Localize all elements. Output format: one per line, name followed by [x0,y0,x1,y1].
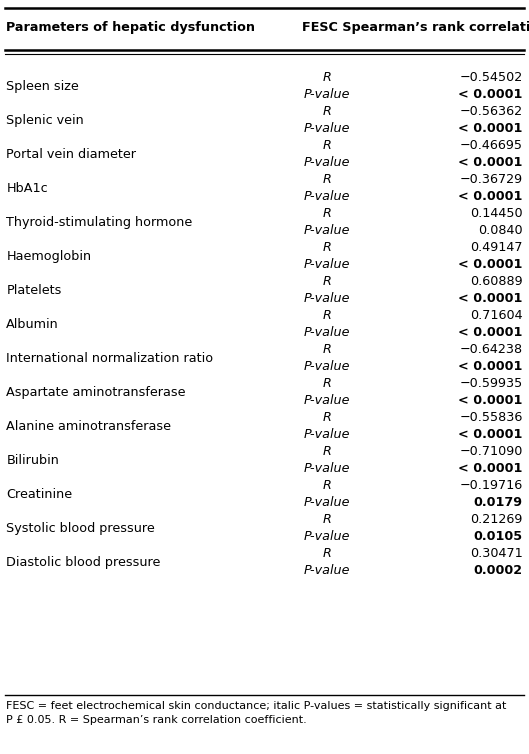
Text: R: R [323,207,331,220]
Text: < 0.0001: < 0.0001 [458,394,523,407]
Text: 0.0840: 0.0840 [478,225,523,238]
Text: FESC Spearman’s rank correlation: FESC Spearman’s rank correlation [302,22,529,35]
Text: P-value: P-value [304,122,350,136]
Text: P-value: P-value [304,565,350,578]
Text: 0.0179: 0.0179 [473,496,523,510]
Text: 0.0002: 0.0002 [473,565,523,578]
Text: Alanine aminotransferase: Alanine aminotransferase [6,420,171,433]
Text: −0.59935: −0.59935 [459,378,523,391]
Text: R: R [323,106,331,118]
Text: 0.71604: 0.71604 [470,309,523,323]
Text: < 0.0001: < 0.0001 [458,122,523,136]
Text: P-value: P-value [304,293,350,305]
Text: < 0.0001: < 0.0001 [458,428,523,441]
Text: −0.36729: −0.36729 [460,173,523,186]
Text: Splenic vein: Splenic vein [6,114,84,127]
Text: 0.21269: 0.21269 [470,513,523,526]
Text: P-value: P-value [304,496,350,510]
Text: R: R [323,378,331,391]
Text: P-value: P-value [304,156,350,170]
Text: P-value: P-value [304,394,350,407]
Text: −0.19716: −0.19716 [459,480,523,492]
Text: Platelets: Platelets [6,284,62,297]
Text: P-value: P-value [304,428,350,441]
Text: 0.0105: 0.0105 [473,531,523,544]
Text: < 0.0001: < 0.0001 [458,156,523,170]
Text: R: R [323,344,331,357]
Text: < 0.0001: < 0.0001 [458,462,523,476]
Text: 0.60889: 0.60889 [470,275,523,289]
Text: P-value: P-value [304,225,350,238]
Text: Albumin: Albumin [6,318,59,331]
Text: R: R [323,309,331,323]
Text: HbA1c: HbA1c [6,182,48,195]
Text: P-value: P-value [304,462,350,476]
Text: P-value: P-value [304,88,350,102]
Text: Thyroid-stimulating hormone: Thyroid-stimulating hormone [6,216,193,229]
Text: P-value: P-value [304,326,350,339]
Text: R: R [323,480,331,492]
Text: −0.64238: −0.64238 [460,344,523,357]
Text: < 0.0001: < 0.0001 [458,360,523,373]
Text: Spleen size: Spleen size [6,80,79,93]
Text: P £ 0.05. R = Spearman’s rank correlation coefficient.: P £ 0.05. R = Spearman’s rank correlatio… [6,715,307,725]
Text: Haemoglobin: Haemoglobin [6,250,92,263]
Text: −0.54502: −0.54502 [459,72,523,84]
Text: P-value: P-value [304,191,350,204]
Text: 0.30471: 0.30471 [470,547,523,560]
Text: −0.55836: −0.55836 [459,412,523,425]
Text: P-value: P-value [304,531,350,544]
Text: R: R [323,547,331,560]
Text: Systolic blood pressure: Systolic blood pressure [6,522,155,535]
Text: < 0.0001: < 0.0001 [458,259,523,271]
Text: R: R [323,139,331,152]
Text: Parameters of hepatic dysfunction: Parameters of hepatic dysfunction [6,22,256,35]
Text: −0.46695: −0.46695 [460,139,523,152]
Text: R: R [323,412,331,425]
Text: R: R [323,275,331,289]
Text: R: R [323,446,331,458]
Text: R: R [323,513,331,526]
Text: −0.56362: −0.56362 [460,106,523,118]
Text: < 0.0001: < 0.0001 [458,88,523,102]
Text: < 0.0001: < 0.0001 [458,191,523,204]
Text: Aspartate aminotransferase: Aspartate aminotransferase [6,386,186,399]
Text: Portal vein diameter: Portal vein diameter [6,148,136,161]
Text: International normalization ratio: International normalization ratio [6,352,214,365]
Text: R: R [323,241,331,254]
Text: P-value: P-value [304,360,350,373]
Text: R: R [323,173,331,186]
Text: < 0.0001: < 0.0001 [458,326,523,339]
Text: 0.49147: 0.49147 [470,241,523,254]
Text: P-value: P-value [304,259,350,271]
Text: 0.14450: 0.14450 [470,207,523,220]
Text: Diastolic blood pressure: Diastolic blood pressure [6,556,161,569]
Text: < 0.0001: < 0.0001 [458,293,523,305]
Text: Bilirubin: Bilirubin [6,454,59,467]
Text: R: R [323,72,331,84]
Text: FESC = feet electrochemical skin conductance; italic P-values = statistically si: FESC = feet electrochemical skin conduct… [6,701,507,711]
Text: Creatinine: Creatinine [6,488,72,501]
Text: −0.71090: −0.71090 [459,446,523,458]
